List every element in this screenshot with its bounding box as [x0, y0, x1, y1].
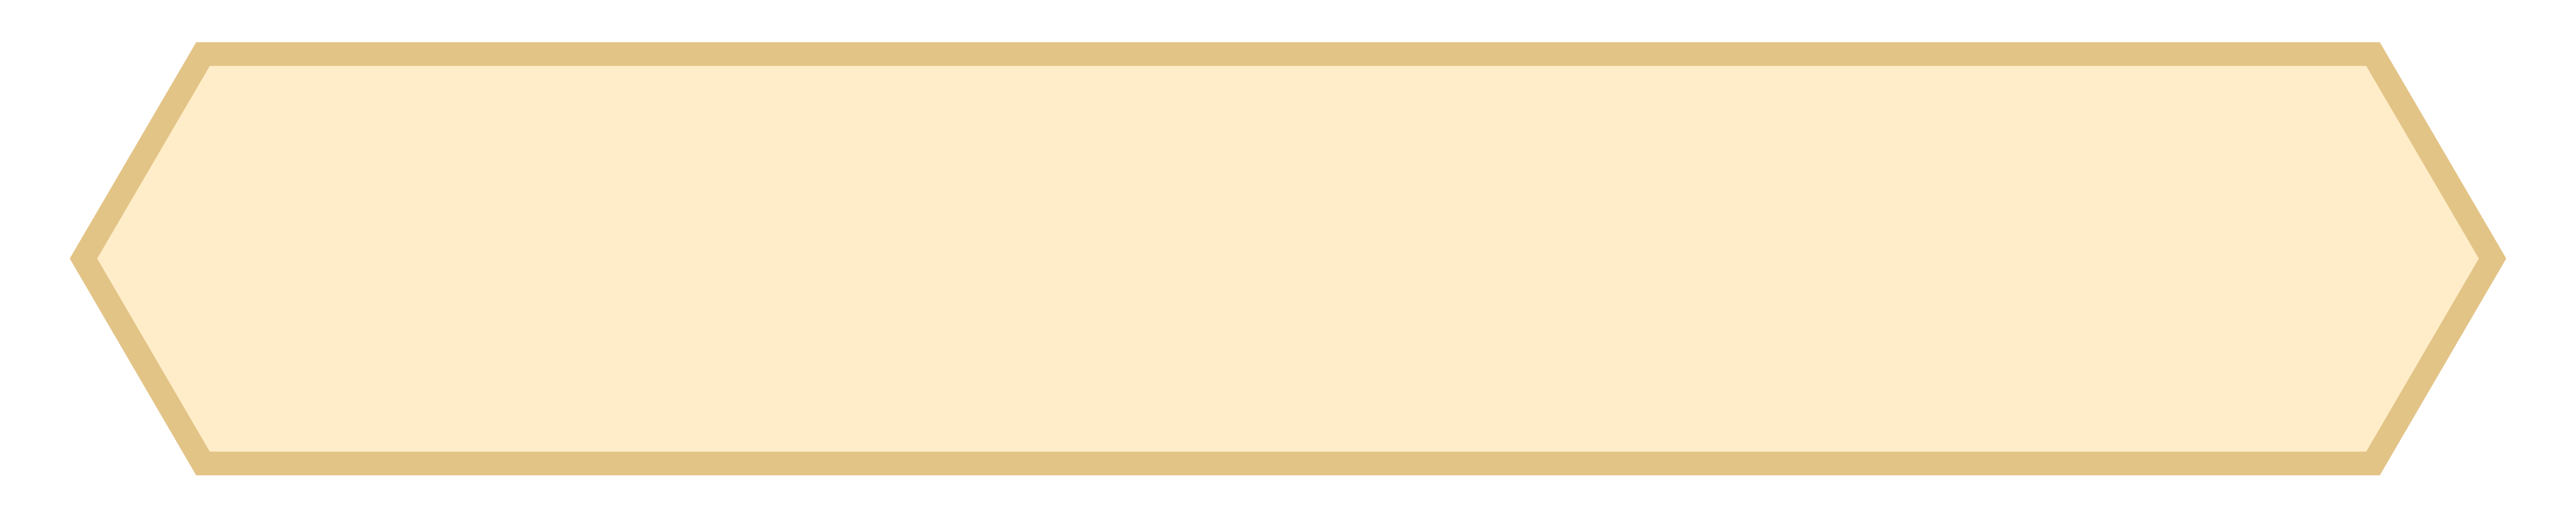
- hexagon-shape: [70, 42, 2506, 475]
